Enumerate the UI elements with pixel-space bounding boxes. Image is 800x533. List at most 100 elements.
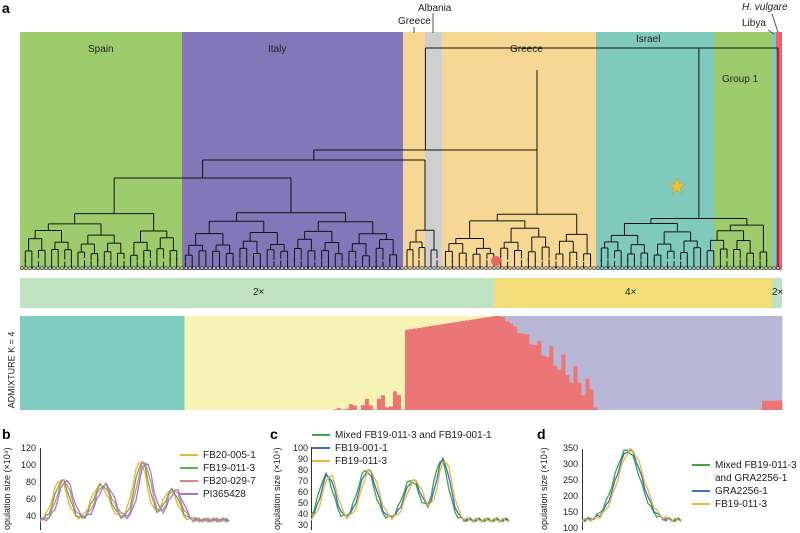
y-tick-label: 50 — [282, 498, 308, 508]
admixture-bar — [505, 316, 509, 321]
tree-tip — [509, 267, 512, 270]
admixture-bar — [72, 316, 76, 410]
tree-tip — [549, 267, 552, 270]
tree-tip — [405, 267, 408, 270]
admixture-bar — [337, 408, 341, 410]
admixture-bar — [754, 316, 758, 410]
admixture-bar — [369, 405, 373, 410]
tree-tip — [181, 267, 184, 270]
tree-tip — [505, 267, 508, 270]
admixture-bar — [188, 316, 192, 410]
tree-tip — [25, 267, 28, 270]
admixture-bar — [533, 316, 537, 345]
admixture-bar — [577, 316, 581, 383]
tree-tip — [685, 267, 688, 270]
tree-tip — [569, 267, 572, 270]
admixture-bar — [706, 316, 710, 410]
tree-tip — [533, 267, 536, 270]
admixture-bar — [289, 316, 293, 410]
admixture-bar — [196, 316, 200, 410]
tree-tip — [41, 267, 44, 270]
tree-tip — [357, 267, 360, 270]
admixture-bar — [477, 316, 481, 318]
y-tick-label: 60 — [10, 494, 36, 504]
admixture-bar — [28, 316, 32, 410]
admixture-bar — [618, 316, 622, 410]
admixture-bar — [397, 395, 401, 410]
admixture-bar — [377, 399, 381, 410]
admixture-bar — [698, 316, 702, 410]
y-tick-label: 30 — [282, 520, 308, 530]
admixture-bar — [405, 330, 409, 410]
tree-tip — [593, 267, 596, 270]
admixture-bar — [293, 316, 297, 410]
tree-tip — [269, 267, 272, 270]
tree-tip — [409, 267, 412, 270]
admixture-bar — [674, 316, 678, 410]
tree-tip — [637, 267, 640, 270]
tree-tip — [177, 267, 180, 270]
tree-tip — [633, 267, 636, 270]
tree-tip — [721, 267, 724, 270]
admixture-bar — [718, 316, 722, 410]
legend-item: Mixed FB19-011-3 — [692, 460, 797, 471]
tree-tip — [737, 267, 740, 270]
tree-tip — [417, 267, 420, 270]
admixture-bar — [104, 316, 108, 410]
admixture-bar — [309, 316, 313, 410]
tree-tip — [309, 267, 312, 270]
admixture-bar — [730, 316, 734, 410]
admixture-bar — [433, 325, 437, 410]
star-marker — [669, 178, 685, 194]
legend-item: FB20-005-1 — [180, 450, 256, 461]
admixture-bar — [40, 316, 44, 410]
tree-tip — [529, 267, 532, 270]
tree-tip — [465, 267, 468, 270]
admixture-bar — [333, 409, 337, 410]
admixture-bar — [345, 316, 349, 409]
tree-tip — [629, 267, 632, 270]
population-size-curve — [311, 458, 509, 522]
admixture-bar — [285, 316, 289, 410]
admixture-bar — [690, 316, 694, 410]
admixture-bar — [585, 378, 589, 410]
admixture-bar — [537, 341, 541, 410]
admixture-bar — [678, 316, 682, 410]
tree-tip — [133, 267, 136, 270]
admixture-bar — [377, 316, 381, 399]
admixture-bar — [389, 406, 393, 410]
admixture-bar — [770, 401, 774, 410]
population-size-curve — [311, 462, 509, 521]
admixture-bar — [160, 316, 164, 410]
tree-tip — [617, 267, 620, 270]
y-tick-label: 80 — [10, 477, 36, 487]
red-dot-marker — [491, 256, 501, 266]
tree-tip — [497, 267, 500, 270]
admixture-bar — [513, 316, 517, 326]
tree-tip — [53, 267, 56, 270]
tree-tip — [361, 267, 364, 270]
admixture-bar — [349, 404, 353, 410]
tree-tip — [661, 267, 664, 270]
tree-tip — [253, 267, 256, 270]
tree-tip — [741, 267, 744, 270]
tree-tip — [573, 267, 576, 270]
admixture-barplot — [0, 316, 800, 416]
admixture-bar — [573, 366, 577, 410]
tree-tip — [229, 267, 232, 270]
tree-tip — [397, 267, 400, 270]
legend-label: FB20-029-7 — [203, 476, 256, 487]
tree-tip — [709, 267, 712, 270]
admixture-bar — [112, 316, 116, 410]
admixture-bar — [92, 316, 96, 410]
admixture-bar — [481, 318, 485, 410]
admixture-bar — [541, 355, 545, 410]
tree-tip — [121, 267, 124, 270]
tree-tip — [501, 267, 504, 270]
admixture-bar — [88, 316, 92, 410]
tree-tip — [249, 267, 252, 270]
admixture-bar — [589, 316, 593, 389]
admixture-bar — [497, 316, 501, 410]
admixture-bar — [525, 334, 529, 410]
admixture-bar — [253, 316, 257, 410]
